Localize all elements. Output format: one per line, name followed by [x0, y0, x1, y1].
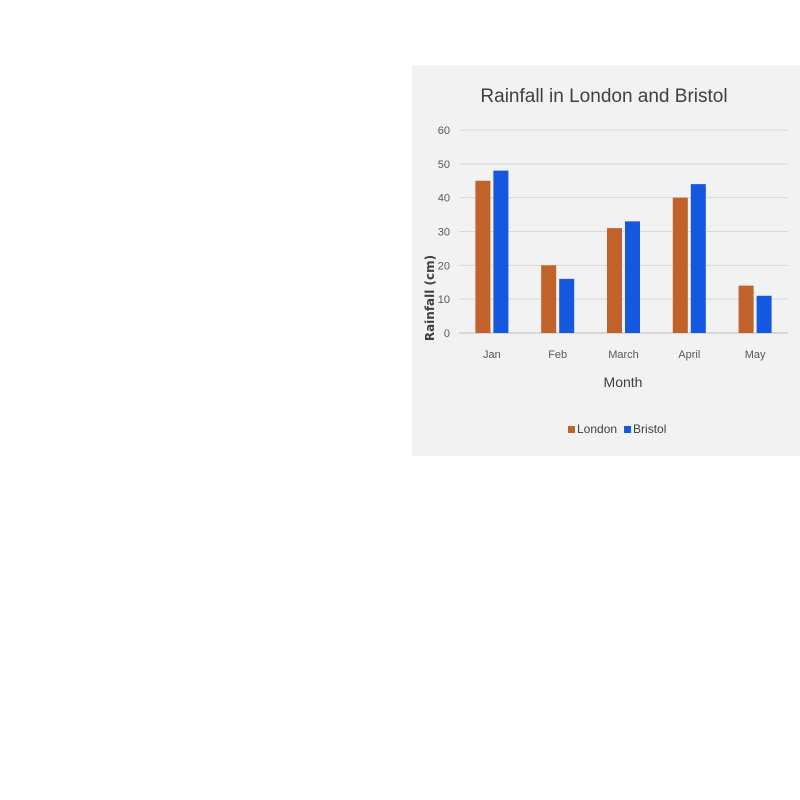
x-tick-label: Jan [483, 349, 501, 361]
bar-london-march [607, 228, 622, 333]
bar-bristol-jan [493, 170, 509, 333]
y-tick-label: 10 [438, 294, 450, 306]
legend-swatch-bristol [624, 426, 632, 433]
legend-label-bristol: Bristol [633, 422, 666, 436]
bar-chart: Rainfall in London and Bristol 0 10 20 30 40… [423, 86, 788, 436]
x-tick-label: April [678, 349, 700, 361]
x-tick-label: March [608, 349, 639, 361]
bar-bristol-april [690, 184, 706, 333]
bar-bristol-feb [559, 278, 575, 333]
y-axis-ticks: 0 10 20 30 40 50 60 [438, 125, 450, 340]
y-tick-label: 30 [438, 227, 450, 239]
y-axis-title: Rainfall (cm) [423, 255, 437, 341]
bar-bristol-may [756, 295, 772, 333]
gridlines [459, 129, 788, 334]
x-tick-label: Feb [548, 349, 567, 361]
bar-bristol-march [625, 221, 640, 333]
chart-title: Rainfall in London and Bristol [480, 86, 727, 107]
y-tick-label: 50 [438, 159, 450, 171]
bar-london-jan [475, 180, 491, 333]
bars [475, 170, 772, 333]
x-tick-label: May [745, 349, 766, 361]
legend: London Bristol [568, 422, 666, 436]
x-axis-title: Month [604, 374, 643, 390]
y-tick-label: 60 [438, 125, 450, 137]
bar-london-may [738, 285, 754, 333]
legend-swatch-london [568, 426, 575, 433]
bar-london-april [672, 197, 688, 333]
y-tick-label: 0 [444, 328, 450, 340]
y-tick-label: 40 [438, 193, 450, 205]
legend-label-london: London [577, 422, 617, 436]
bar-london-feb [541, 265, 557, 333]
x-axis-ticks: Jan Feb March April May [483, 349, 766, 361]
chart-panel: Rainfall in London and Bristol 0 10 20 30 40… [412, 65, 800, 456]
y-tick-label: 20 [438, 260, 450, 272]
